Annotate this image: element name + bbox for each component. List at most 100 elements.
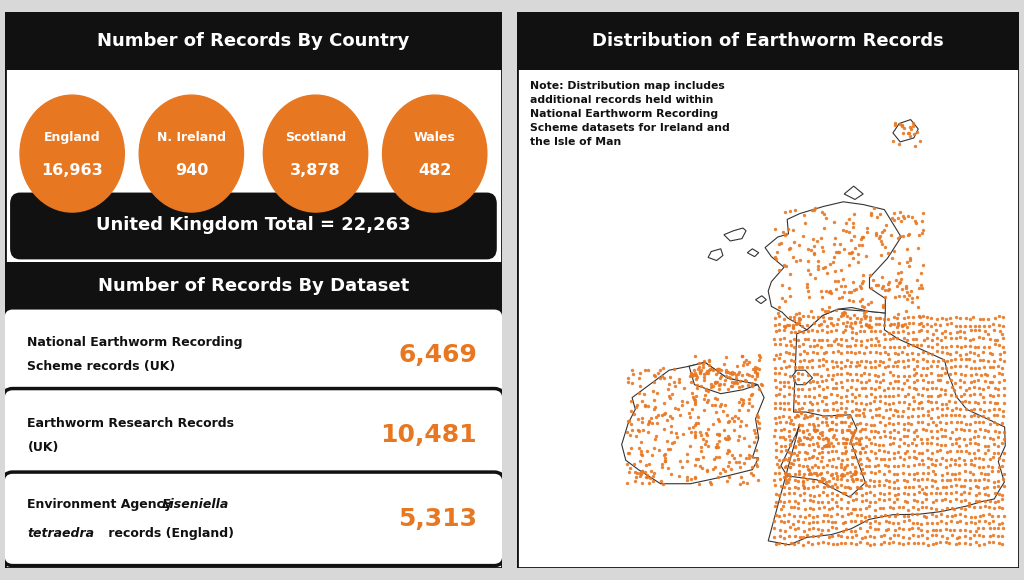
Point [844, 397, 860, 406]
Point [962, 434, 978, 443]
Point [955, 328, 972, 337]
Point [809, 413, 825, 422]
Point [865, 481, 882, 491]
Point [660, 392, 677, 401]
Point [881, 418, 897, 427]
Point [933, 410, 949, 419]
Point [951, 469, 968, 478]
FancyBboxPatch shape [5, 12, 502, 568]
Point [880, 349, 896, 358]
Point [891, 397, 907, 407]
Point [898, 497, 914, 506]
Point [820, 525, 837, 535]
Point [928, 456, 944, 465]
Point [787, 470, 804, 479]
Point [731, 368, 748, 377]
Point [753, 379, 769, 389]
Point [880, 462, 896, 471]
Point [834, 340, 850, 349]
Text: tetraedra: tetraedra [28, 527, 94, 540]
Point [676, 383, 692, 393]
Point [953, 354, 970, 364]
Point [848, 439, 864, 448]
Point [712, 374, 728, 383]
Point [799, 282, 815, 292]
Point [919, 526, 935, 535]
Point [711, 430, 727, 439]
Point [852, 426, 868, 436]
Point [928, 504, 944, 513]
Point [909, 403, 926, 412]
Point [852, 317, 868, 327]
Point [800, 538, 816, 547]
Point [994, 411, 1011, 420]
Point [923, 313, 939, 322]
Point [861, 462, 878, 471]
Point [849, 474, 865, 484]
Point [809, 470, 825, 480]
Point [771, 265, 787, 274]
Point [771, 511, 787, 520]
Point [802, 435, 818, 444]
Point [839, 460, 855, 469]
Point [746, 368, 763, 377]
Point [975, 463, 991, 472]
Point [886, 530, 902, 539]
Point [913, 340, 930, 350]
Point [683, 389, 699, 398]
Point [834, 503, 850, 513]
Point [844, 327, 860, 336]
Point [962, 336, 978, 345]
Point [775, 511, 792, 520]
Point [938, 456, 954, 465]
Point [771, 354, 787, 363]
Point [847, 467, 863, 476]
Point [896, 438, 912, 448]
Point [853, 475, 869, 484]
Point [724, 369, 740, 379]
Point [840, 509, 856, 519]
Point [858, 539, 874, 548]
Point [687, 397, 703, 407]
Point [771, 385, 787, 394]
Point [863, 340, 880, 350]
Point [803, 307, 819, 316]
Point [905, 502, 922, 512]
Point [871, 319, 888, 328]
Point [790, 436, 806, 445]
Point [768, 326, 784, 335]
Point [913, 455, 930, 464]
Point [957, 313, 974, 322]
Point [976, 362, 992, 372]
Point [687, 420, 703, 430]
Point [858, 335, 874, 345]
Point [885, 439, 901, 448]
Point [862, 315, 879, 324]
Point [693, 382, 710, 391]
Point [648, 388, 665, 397]
Point [834, 427, 850, 436]
Point [948, 533, 965, 542]
Point [968, 526, 984, 535]
Point [792, 466, 808, 476]
Point [857, 306, 873, 316]
Point [871, 467, 888, 476]
Point [805, 482, 821, 491]
Point [914, 363, 931, 372]
Point [795, 481, 811, 490]
Point [796, 340, 812, 349]
Point [942, 525, 958, 534]
Point [786, 390, 803, 400]
Point [794, 408, 810, 418]
Point [671, 471, 687, 480]
Point [908, 335, 925, 344]
Point [895, 502, 911, 512]
Point [827, 383, 844, 393]
Point [994, 418, 1011, 427]
Point [881, 483, 897, 492]
Point [860, 322, 877, 331]
Point [718, 366, 734, 375]
Point [905, 327, 922, 336]
Polygon shape [689, 362, 758, 394]
Point [881, 328, 897, 338]
